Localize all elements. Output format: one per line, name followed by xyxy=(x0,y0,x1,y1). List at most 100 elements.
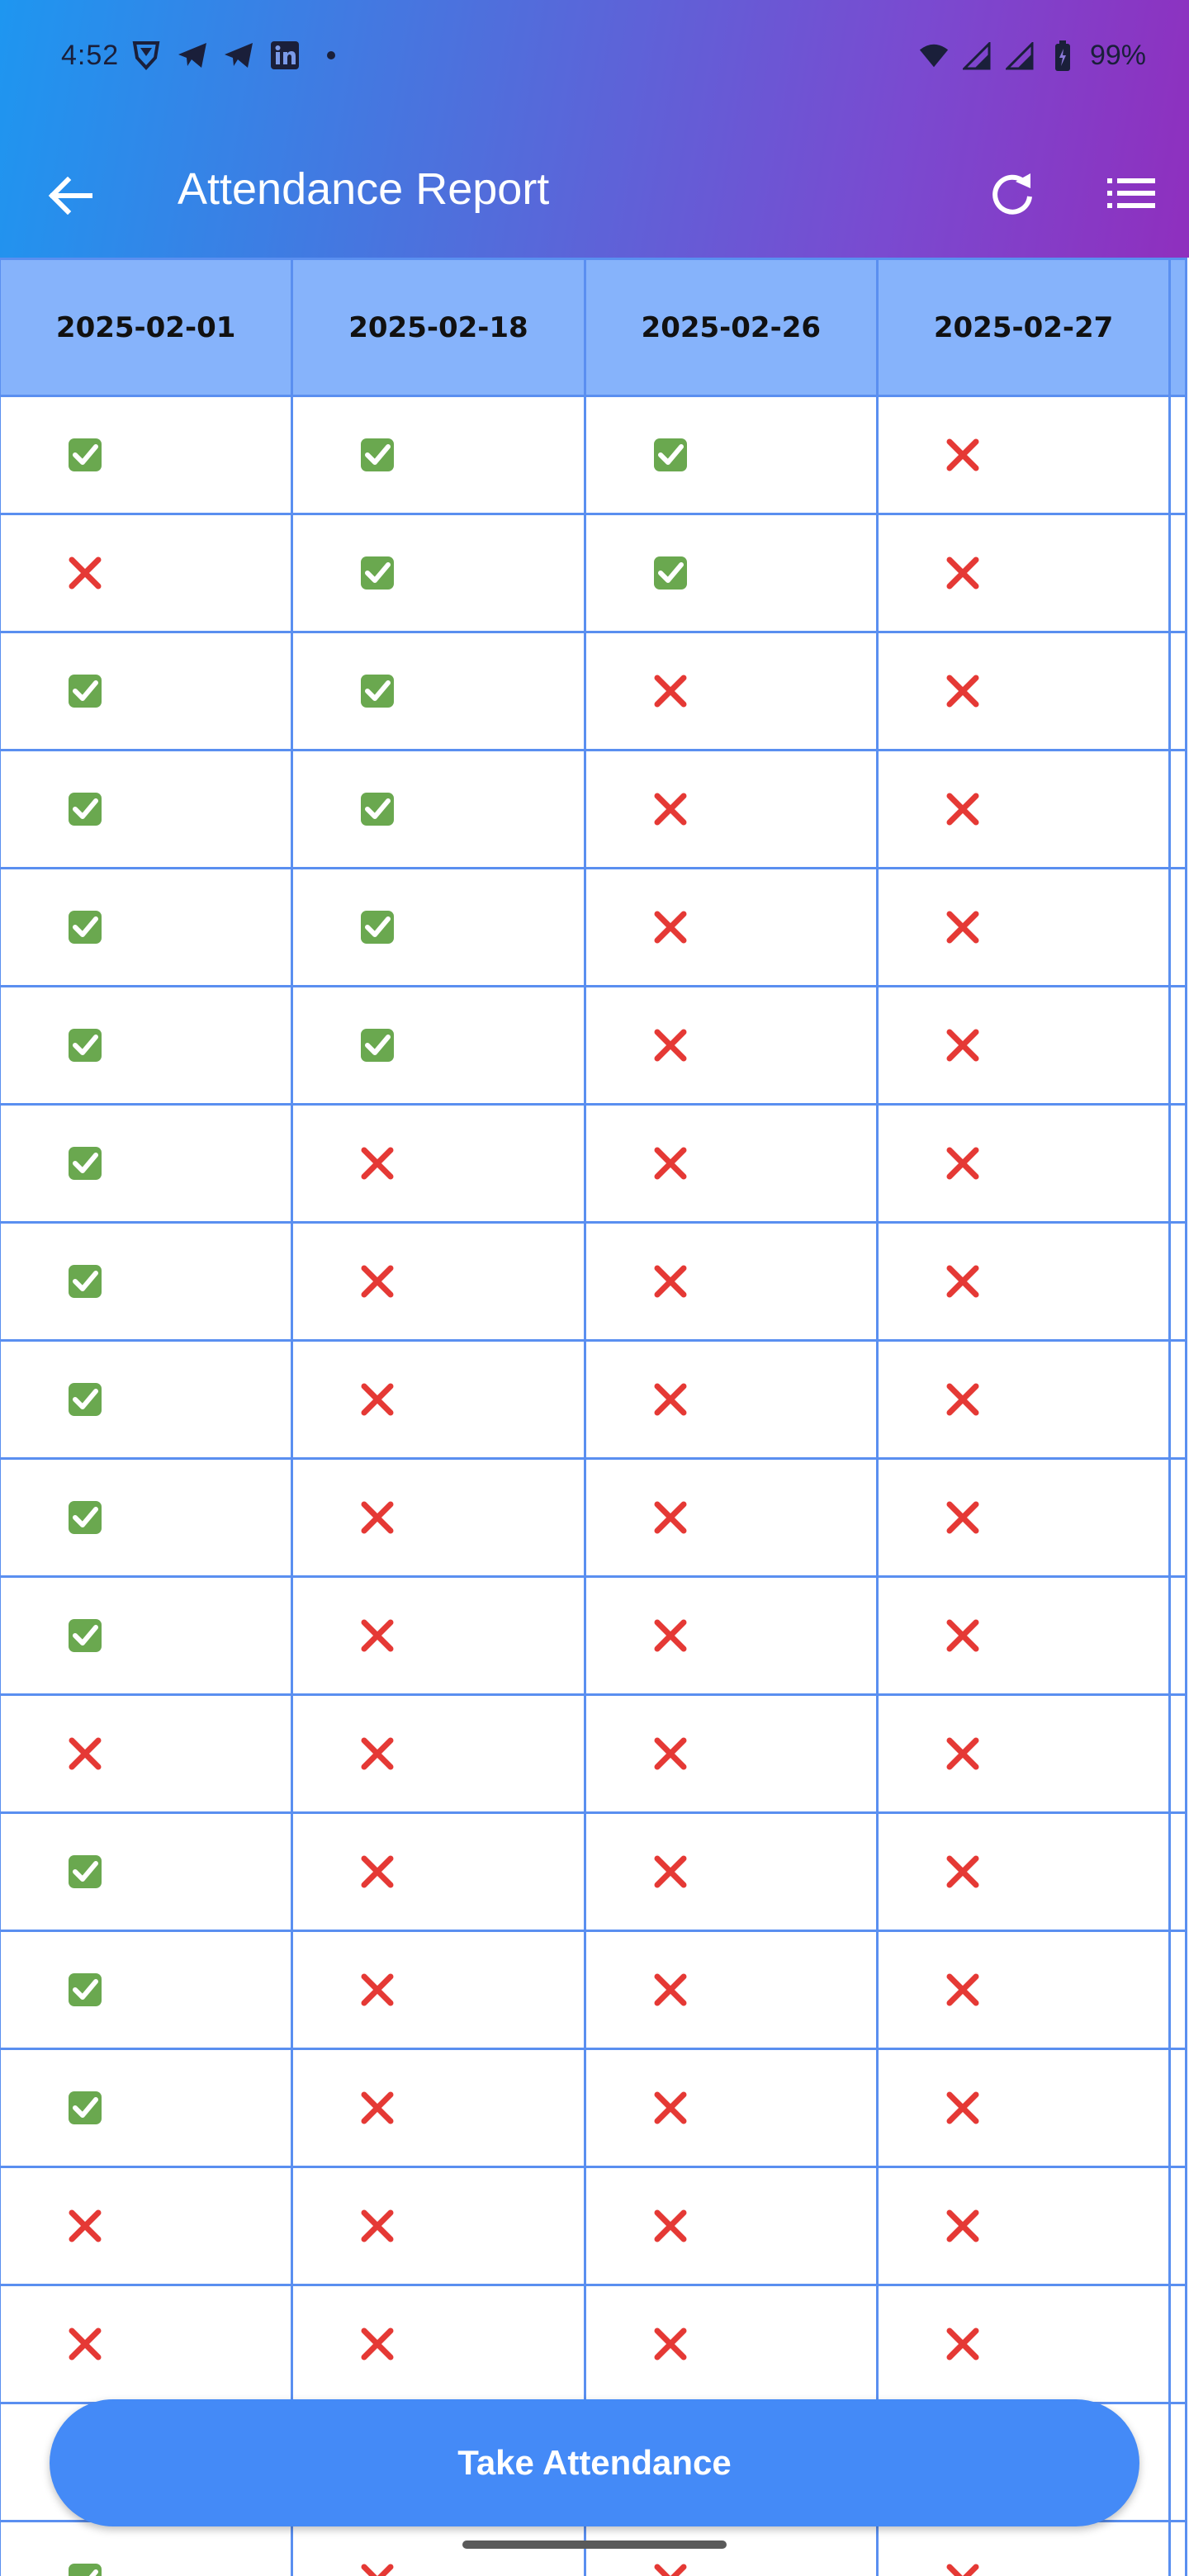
cross-mark-icon xyxy=(945,791,981,827)
cross-mark-icon xyxy=(359,1381,396,1418)
toolbar: Attendance Report xyxy=(0,132,1189,248)
cross-mark-icon xyxy=(652,2208,689,2244)
check-mark-icon xyxy=(652,555,689,591)
check-mark-icon xyxy=(652,437,689,473)
cell-present xyxy=(0,1930,294,2050)
table-row xyxy=(0,1339,1187,1460)
column-header: 2025-02-27 xyxy=(875,258,1172,397)
cell-present xyxy=(0,1457,294,1578)
cell-partial xyxy=(1168,1575,1187,1696)
cell-absent xyxy=(875,1811,1172,1932)
cell-partial xyxy=(1168,985,1187,1106)
cell-present xyxy=(0,1221,294,1342)
cross-mark-icon xyxy=(945,1854,981,1890)
cell-partial xyxy=(1168,2402,1187,2522)
list-icon xyxy=(1107,178,1155,208)
page-title: Attendance Report xyxy=(178,164,550,214)
cell-absent xyxy=(291,1811,586,1932)
vpn-shield-icon xyxy=(130,40,162,71)
cell-present xyxy=(0,2048,294,2168)
cross-mark-icon xyxy=(945,2090,981,2126)
cross-mark-icon xyxy=(945,1027,981,1063)
attendance-table-scroll[interactable]: 2025-02-01 2025-02-18 2025-02-26 2025-02-27 xyxy=(0,258,1189,2576)
status-system-icons: 99% xyxy=(918,40,1146,72)
cell-partial xyxy=(1168,1811,1187,1932)
check-mark-icon xyxy=(359,1027,396,1063)
cross-mark-icon xyxy=(945,1263,981,1300)
status-notification-icons xyxy=(130,40,347,71)
cross-mark-icon xyxy=(652,1145,689,1181)
cell-absent xyxy=(291,1457,586,1578)
cell-absent xyxy=(0,1693,294,1814)
cell-present xyxy=(0,1103,294,1224)
home-indicator xyxy=(462,2540,727,2549)
column-header-partial xyxy=(1168,258,1187,397)
report-list-button[interactable] xyxy=(1101,163,1161,223)
table-row xyxy=(0,2284,1187,2404)
cross-mark-icon xyxy=(945,1381,981,1418)
attendance-table: 2025-02-01 2025-02-18 2025-02-26 2025-02-27 xyxy=(0,258,1187,2576)
table-row xyxy=(0,1221,1187,1342)
cell-absent xyxy=(291,1339,586,1460)
column-header: 2025-02-26 xyxy=(583,258,879,397)
cell-partial xyxy=(1168,1693,1187,1814)
cross-mark-icon xyxy=(359,1854,396,1890)
cross-mark-icon xyxy=(359,2562,396,2576)
cell-absent xyxy=(583,1811,879,1932)
cell-partial xyxy=(1168,2284,1187,2404)
cell-absent xyxy=(291,2048,586,2168)
refresh-icon xyxy=(992,173,1032,215)
status-bar: 4:52 xyxy=(0,0,1189,120)
cell-partial xyxy=(1168,867,1187,987)
cross-mark-icon xyxy=(359,1735,396,1772)
cell-partial xyxy=(1168,2048,1187,2168)
cell-absent xyxy=(875,395,1172,515)
cell-present xyxy=(0,1575,294,1696)
check-mark-icon xyxy=(359,437,396,473)
check-mark-icon xyxy=(67,1617,103,1654)
cell-present xyxy=(583,395,879,515)
cell-absent xyxy=(875,1103,1172,1224)
cell-absent xyxy=(583,1221,879,1342)
cell-absent xyxy=(0,2284,294,2404)
cell-absent xyxy=(291,1103,586,1224)
check-mark-icon xyxy=(67,1381,103,1418)
table-row xyxy=(0,1103,1187,1224)
check-mark-icon xyxy=(67,1145,103,1181)
app-bar: 4:52 xyxy=(0,0,1189,258)
cell-absent xyxy=(291,2284,586,2404)
cross-mark-icon xyxy=(67,555,103,591)
cross-mark-icon xyxy=(652,673,689,709)
cross-mark-icon xyxy=(652,1499,689,1536)
check-mark-icon xyxy=(359,555,396,591)
cell-partial xyxy=(1168,631,1187,751)
cross-mark-icon xyxy=(359,1263,396,1300)
check-mark-icon xyxy=(359,909,396,945)
check-mark-icon xyxy=(67,1972,103,2008)
cross-mark-icon xyxy=(359,2208,396,2244)
cell-absent xyxy=(583,1457,879,1578)
take-attendance-button[interactable]: Take Attendance xyxy=(50,2399,1139,2526)
cell-present xyxy=(583,513,879,633)
refresh-button[interactable] xyxy=(983,163,1042,223)
cross-mark-icon xyxy=(359,1972,396,2008)
cross-mark-icon xyxy=(945,1617,981,1654)
check-mark-icon xyxy=(67,1027,103,1063)
check-mark-icon xyxy=(67,791,103,827)
cell-absent xyxy=(583,631,879,751)
cell-absent xyxy=(875,1930,1172,2050)
column-header: 2025-02-18 xyxy=(291,258,586,397)
cell-absent xyxy=(875,513,1172,633)
cell-absent xyxy=(875,2166,1172,2286)
cross-mark-icon xyxy=(945,1735,981,1772)
check-mark-icon xyxy=(67,437,103,473)
cross-mark-icon xyxy=(652,2562,689,2576)
cross-mark-icon xyxy=(652,1381,689,1418)
cell-partial xyxy=(1168,395,1187,515)
cell-partial xyxy=(1168,2520,1187,2576)
cross-mark-icon xyxy=(652,1617,689,1654)
back-button[interactable] xyxy=(41,167,99,225)
status-time: 4:52 xyxy=(61,40,120,71)
cell-present xyxy=(291,513,586,633)
cell-present xyxy=(0,395,294,515)
